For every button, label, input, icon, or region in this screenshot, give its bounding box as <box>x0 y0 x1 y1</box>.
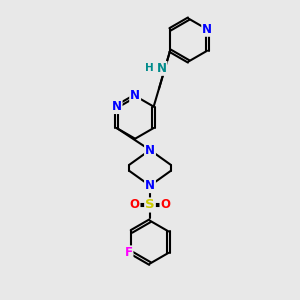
Text: N: N <box>202 23 212 36</box>
Text: H: H <box>145 63 154 74</box>
Text: N: N <box>145 179 155 192</box>
Text: S: S <box>145 199 155 212</box>
Text: N: N <box>145 143 155 157</box>
Text: O: O <box>130 199 140 212</box>
Text: N: N <box>112 100 122 113</box>
Text: O: O <box>160 199 170 212</box>
Text: N: N <box>130 89 140 102</box>
Text: F: F <box>124 246 133 259</box>
Text: N: N <box>157 62 166 75</box>
